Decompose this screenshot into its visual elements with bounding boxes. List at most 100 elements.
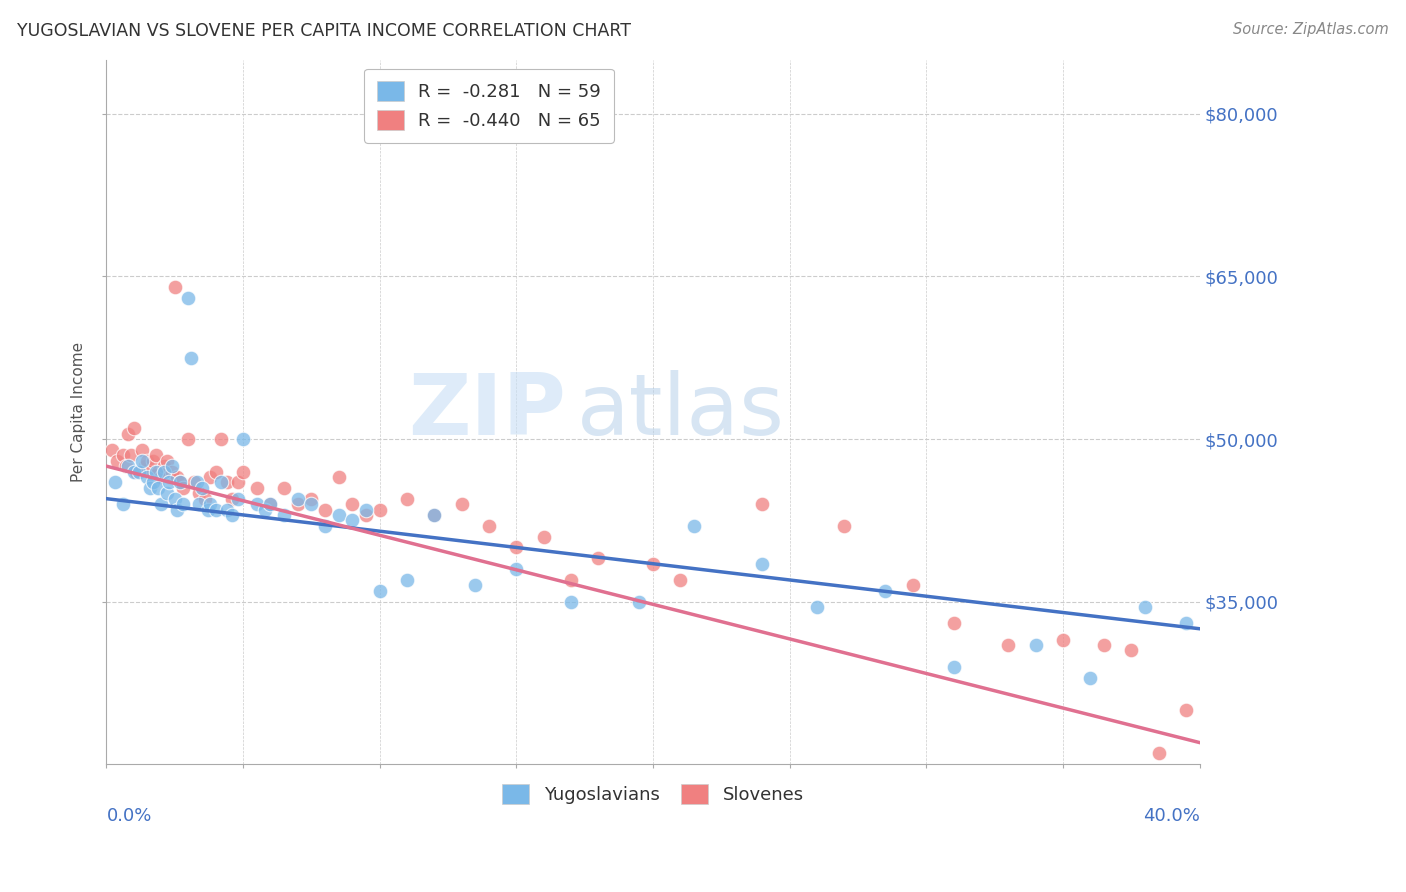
Point (221, 508, 243, 522)
Point (209, 432, 232, 446)
Point (177, 291, 200, 305)
Point (111, 448, 134, 462)
Point (150, 470, 173, 484)
Point (155, 454, 177, 468)
Point (395, 573, 418, 587)
Point (131, 454, 153, 468)
Point (246, 497, 269, 511)
Point (166, 470, 188, 484)
Point (204, 465, 226, 479)
Point (683, 518, 706, 533)
Point (1025, 638, 1047, 652)
Point (1121, 643, 1143, 657)
Point (1133, 600, 1156, 615)
Point (131, 442, 153, 457)
Point (314, 502, 336, 516)
Point (342, 497, 364, 511)
Point (200, 497, 222, 511)
Point (395, 491, 418, 506)
Point (226, 491, 249, 506)
Point (101, 442, 124, 457)
Point (588, 551, 610, 566)
Point (641, 557, 664, 571)
Point (134, 459, 156, 474)
Point (533, 530, 555, 544)
Text: ZIP: ZIP (408, 370, 565, 453)
Point (273, 508, 295, 522)
Point (1175, 703, 1198, 717)
Point (1052, 632, 1074, 647)
Text: Source: ZipAtlas.com: Source: ZipAtlas.com (1233, 22, 1389, 37)
Point (204, 502, 226, 516)
Point (226, 475, 249, 490)
Point (1092, 638, 1115, 652)
Point (194, 491, 217, 506)
Point (368, 583, 391, 598)
Point (139, 465, 162, 479)
Point (464, 578, 486, 592)
Point (152, 459, 174, 474)
Point (560, 573, 582, 587)
Point (299, 497, 322, 511)
Point (221, 491, 243, 506)
Point (1175, 616, 1198, 631)
Point (177, 432, 200, 446)
Point (942, 616, 965, 631)
Point (215, 502, 238, 516)
Point (232, 465, 254, 479)
Point (342, 513, 364, 527)
Point (188, 497, 211, 511)
Point (200, 470, 222, 484)
Point (136, 454, 159, 468)
Point (150, 497, 173, 511)
Text: 40.0%: 40.0% (1143, 806, 1199, 824)
Point (478, 518, 501, 533)
Point (117, 459, 139, 474)
Point (997, 638, 1019, 652)
Y-axis label: Per Capita Income: Per Capita Income (72, 342, 86, 482)
Point (287, 491, 309, 506)
Point (145, 465, 167, 479)
Point (259, 497, 281, 511)
Point (423, 508, 446, 522)
Point (188, 486, 211, 500)
Point (232, 432, 254, 446)
Point (103, 475, 125, 490)
Point (354, 508, 377, 522)
Point (145, 448, 167, 462)
Point (136, 470, 159, 484)
Point (246, 481, 269, 495)
Point (901, 578, 924, 592)
Point (157, 475, 180, 490)
Point (148, 481, 170, 495)
Point (117, 426, 139, 441)
Point (273, 481, 295, 495)
Point (215, 475, 238, 490)
Point (172, 497, 194, 511)
Point (186, 475, 208, 490)
Point (148, 465, 170, 479)
Legend: Yugoslavians, Slovenes: Yugoslavians, Slovenes (491, 773, 814, 815)
Point (314, 518, 336, 533)
Point (111, 497, 134, 511)
Point (169, 475, 191, 490)
Point (328, 508, 350, 522)
Text: YUGOSLAVIAN VS SLOVENE PER CAPITA INCOME CORRELATION CHART: YUGOSLAVIAN VS SLOVENE PER CAPITA INCOME… (17, 22, 631, 40)
Text: 0.0%: 0.0% (107, 806, 152, 824)
Point (172, 481, 194, 495)
Point (125, 465, 148, 479)
Point (122, 465, 145, 479)
Point (450, 497, 472, 511)
Point (160, 465, 183, 479)
Point (628, 594, 651, 608)
Point (155, 486, 177, 500)
Point (166, 502, 188, 516)
Point (128, 465, 150, 479)
Point (299, 491, 322, 506)
Point (120, 448, 142, 462)
Point (806, 600, 828, 615)
Point (560, 594, 582, 608)
Point (751, 497, 773, 511)
Point (157, 470, 180, 484)
Point (163, 491, 186, 506)
